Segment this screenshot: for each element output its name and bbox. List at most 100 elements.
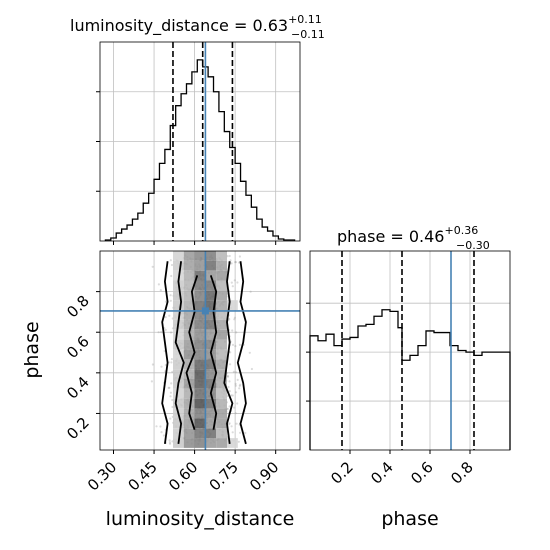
density-cell [216,251,227,261]
sample-point [226,374,229,377]
density-cell [194,319,206,330]
density-cell [216,418,227,429]
sample-point [238,343,241,346]
phase-xtick-label-0: 0.2 [327,458,357,488]
density-cell [194,280,206,291]
density-cell [216,369,227,379]
density-cell [194,359,206,370]
density-cell [183,418,195,429]
sample-point [170,274,173,278]
phase-xtick-label-1: 0.4 [367,458,397,488]
density-cell [183,300,195,310]
sample-point [238,255,241,258]
contour-level-0-left [161,261,169,445]
sample-point [234,261,237,264]
density-cell [183,428,195,439]
joint-xtick-label-3: 0.75 [206,458,242,494]
sample-point [236,378,239,381]
sample-point [231,394,234,397]
density-cell [194,300,206,310]
sample-point [171,370,174,373]
sample-point [244,431,247,435]
sample-point [169,391,172,394]
density-cell [173,359,184,370]
sample-point [228,405,231,408]
density-cell [173,310,184,320]
sample-point [229,351,232,354]
sample-point [231,285,234,288]
sample-point [160,331,163,334]
sample-point [169,294,172,297]
sample-point [233,279,236,282]
joint-frame [99,250,301,451]
sample-point [236,281,239,284]
joint-ytick-label-2: 0.6 [63,332,93,362]
sample-point [228,254,231,258]
x-axis-label-luminosity-distance: luminosity_distance [106,508,295,530]
density-cell [183,349,195,360]
density-cell [173,260,184,271]
density-cell [194,310,206,320]
sample-point [234,345,237,348]
density-cell [194,329,206,340]
density-cell [183,319,195,330]
sample-point [230,425,233,428]
sample-point [170,263,174,267]
sample-point [238,387,241,390]
density-cell [194,438,206,448]
density-cell [183,260,195,271]
sample-point [150,380,153,383]
density-cell [183,270,195,281]
density-cell [183,339,195,350]
density-cell [216,300,227,310]
sample-point [229,259,232,262]
density-cell [205,379,217,389]
sample-point [230,394,233,397]
sample-point [230,262,233,265]
density-cell [205,251,217,261]
sample-point [239,383,242,386]
sample-point [235,422,238,425]
histogram-panel-phase: 0.2 0.4 0.6 0.8 [306,250,511,488]
sample-point [159,425,162,428]
density-cell [216,388,227,399]
sample-point [234,384,237,387]
sample-point [235,331,238,334]
density-cell [173,349,184,360]
density-cell [216,438,227,448]
sample-point [228,422,231,425]
sample-point [239,431,242,434]
density-cell [227,438,238,448]
sample-point [231,329,234,332]
sample-point [169,417,172,420]
title-luminosity-distance-value: 0.63 [252,16,288,35]
joint-xtick-label-0: 0.30 [84,458,120,494]
sample-point [234,391,238,394]
density-cell [194,428,206,439]
contour-level-1-right [223,261,234,445]
density-cell [183,438,195,448]
density-cell [194,379,206,389]
sample-point [228,390,231,393]
sample-point [171,398,174,402]
sample-point [250,367,253,371]
density-cell [194,418,206,429]
sample-point [169,259,172,262]
sample-point [228,380,231,383]
joint-ytick-label-3: 0.8 [63,292,93,322]
contour-level-0-right [236,261,247,445]
title-luminosity-distance: luminosity_distance = 0.63+0.11 [70,13,322,36]
density-cell [173,290,184,301]
phase-xtick-label-2: 0.6 [407,458,437,488]
sample-point [227,423,230,426]
density-cell [173,418,184,429]
sample-point [233,318,236,321]
density-cell [173,398,184,409]
title-phase-plus: +0.36 [444,224,478,237]
density-cell [216,260,227,271]
density-cell [194,339,206,350]
density-cell [205,438,217,448]
density-cell [173,329,184,340]
sample-point [226,375,230,378]
density-cell [216,329,227,340]
